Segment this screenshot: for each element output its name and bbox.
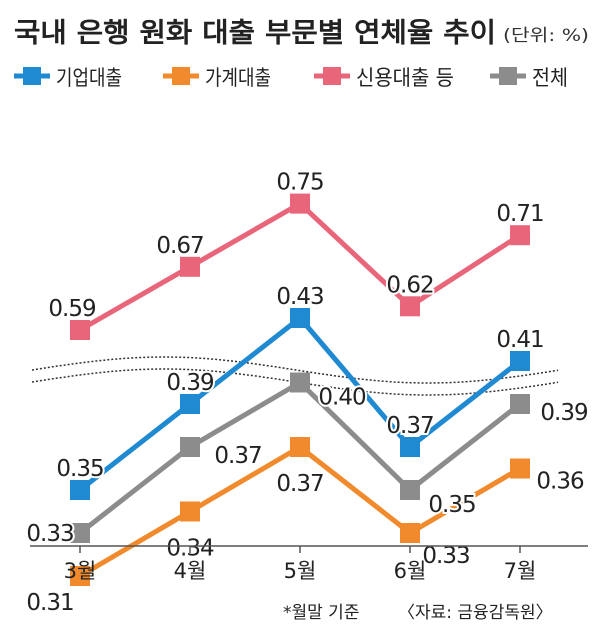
value-label-s1-0: 0.31 xyxy=(26,590,73,616)
footnote: *월말 기준 xyxy=(283,603,359,623)
data-point-s3-2 xyxy=(290,372,310,393)
data-point-s1-0 xyxy=(70,566,90,586)
data-point-s3-0 xyxy=(70,523,90,543)
value-label-s2-4: 0.71 xyxy=(496,201,543,227)
series-line-0 xyxy=(78,314,522,492)
data-point-s2-2 xyxy=(290,193,310,214)
data-point-s3-4 xyxy=(510,394,530,414)
series-markers xyxy=(70,193,530,586)
x-tick-label-0: 3월 xyxy=(64,559,97,583)
data-point-s1-4 xyxy=(510,458,530,479)
data-point-s2-0 xyxy=(70,320,90,340)
value-label-s0-1: 0.39 xyxy=(166,370,214,396)
x-tick-label-2: 5월 xyxy=(284,559,317,583)
value-label-s0-0: 0.35 xyxy=(56,456,103,482)
data-point-s1-2 xyxy=(290,437,310,457)
value-label-s1-2: 0.37 xyxy=(276,471,323,497)
legend-label-3: 전체 xyxy=(532,66,568,90)
data-point-s1-3 xyxy=(400,523,420,543)
x-tick-label-1: 4월 xyxy=(174,559,207,583)
value-labels: 0.350.390.430.370.410.310.340.370.330.36… xyxy=(24,168,591,618)
data-point-s0-1 xyxy=(180,394,200,414)
value-label-s2-0: 0.59 xyxy=(48,296,96,322)
value-label-s2-3: 0.62 xyxy=(386,272,433,298)
data-point-s1-1 xyxy=(180,501,200,522)
value-label-s0-3: 0.37 xyxy=(386,413,433,439)
x-tick-label-3: 6월 xyxy=(394,559,427,583)
value-label-s3-0: 0.33 xyxy=(26,521,73,547)
unit-note: (단위: %) xyxy=(503,26,589,46)
value-label-s0-4: 0.41 xyxy=(496,327,543,353)
data-point-s2-4 xyxy=(510,225,530,246)
data-point-s3-1 xyxy=(180,437,200,457)
data-point-s0-4 xyxy=(510,351,530,371)
value-label-s0-2: 0.43 xyxy=(276,284,323,310)
legend-label-2: 신용대출 등 xyxy=(356,66,454,90)
legend-marker-3 xyxy=(499,67,517,85)
data-point-s2-1 xyxy=(180,256,200,277)
value-label-s3-1: 0.37 xyxy=(214,443,261,469)
x-axis-ticks: 3월 4월 5월 6월 7월 xyxy=(64,546,537,583)
legend-label-1: 가계대출 xyxy=(205,66,271,90)
legend-marker-0 xyxy=(23,67,41,85)
data-point-s2-3 xyxy=(400,296,420,317)
value-label-s3-3: 0.35 xyxy=(428,492,475,518)
value-label-s3-2: 0.40 xyxy=(318,385,366,411)
legend-marker-1 xyxy=(172,67,190,85)
data-point-s0-3 xyxy=(400,437,420,457)
legend: 기업대출 가계대출 신용대출 등 전체 xyxy=(14,66,568,90)
value-label-s2-2: 0.75 xyxy=(276,170,323,196)
data-point-s0-0 xyxy=(70,480,90,500)
source-note: 〈자료: 금융감독원〉 xyxy=(398,603,553,623)
data-point-s0-2 xyxy=(290,308,310,328)
break-line-upper xyxy=(31,356,559,384)
legend-label-0: 기업대출 xyxy=(56,66,122,90)
chart-title: 국내 은행 원화 대출 부문별 연체율 추이 xyxy=(14,18,496,49)
value-label-s1-3: 0.33 xyxy=(422,543,469,569)
value-label-s1-4: 0.36 xyxy=(536,469,584,495)
value-label-s2-1: 0.67 xyxy=(156,233,203,259)
x-tick-label-4: 7월 xyxy=(504,559,537,583)
data-point-s3-3 xyxy=(400,480,420,500)
legend-marker-2 xyxy=(323,67,341,85)
value-label-s3-4: 0.39 xyxy=(540,400,588,426)
